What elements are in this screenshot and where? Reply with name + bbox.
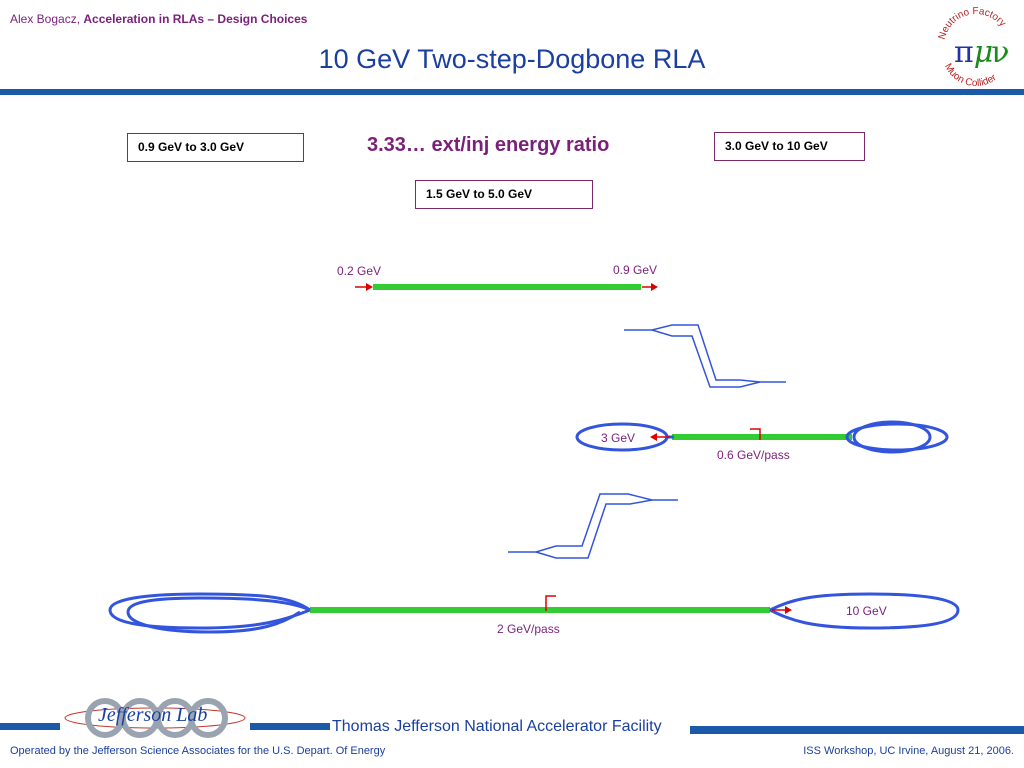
neutrino-factory-logo: Neutrino Factory Muon Collider πμν [937,6,1010,89]
energy-ratio-label: 3.33… ext/inj energy ratio [367,134,610,156]
rla2-left-arc [108,592,311,634]
header-divider-bar [0,89,1024,95]
rla2-exit-arrow [772,606,792,614]
footer-operated-by: Operated by the Jefferson Science Associ… [10,745,386,757]
footer-bar-left [0,723,60,730]
rla1-pass-label: 0.6 GeV/pass [717,448,790,462]
range-box-center: 1.5 GeV to 5.0 GeV [415,180,593,209]
facility-name: Thomas Jefferson National Accelerator Fa… [332,718,662,735]
linac-in-arrow [355,283,373,291]
linac-out-arrow [642,283,658,291]
rla2-right-arc [769,592,960,630]
linac-out-label: 0.9 GeV [613,263,658,277]
slide-title: 10 GeV Two-step-Dogbone RLA [318,44,706,74]
rla1-exit-arrow [650,433,670,441]
rla1-exit-label: 3 GeV [601,431,636,445]
footer-event: ISS Workshop, UC Irvine, August 21, 2006… [803,745,1014,757]
author-name: Alex Bogacz, [10,12,81,26]
rla2-pass-label: 2 GeV/pass [497,622,560,636]
rla1-injection-marker [750,428,761,440]
range-box-left: 0.9 GeV to 3.0 GeV [127,133,304,162]
transfer-line-upper [624,324,786,388]
linac-in-label: 0.2 GeV [337,264,382,278]
footer-graphic [0,698,1024,738]
range-box-right: 3.0 GeV to 10 GeV [714,132,865,161]
jefferson-lab-logo [64,698,246,738]
jefferson-lab-logo-text: Jefferson Lab [98,704,208,726]
footer-bar-middle [250,723,330,730]
rla2-exit-label: 10 GeV [846,604,887,618]
transfer-line-lower [508,493,678,559]
header-author-line: Alex Bogacz, Acceleration in RLAs – Desi… [10,12,307,26]
footer-bar-right [690,726,1024,734]
talk-topic: Acceleration in RLAs – Design Choices [83,12,308,26]
rla2-injection-marker [545,595,556,611]
rla-diagram [108,283,960,634]
rla1-right-arc [845,420,949,454]
logo-symbols: πμν [954,35,1009,70]
